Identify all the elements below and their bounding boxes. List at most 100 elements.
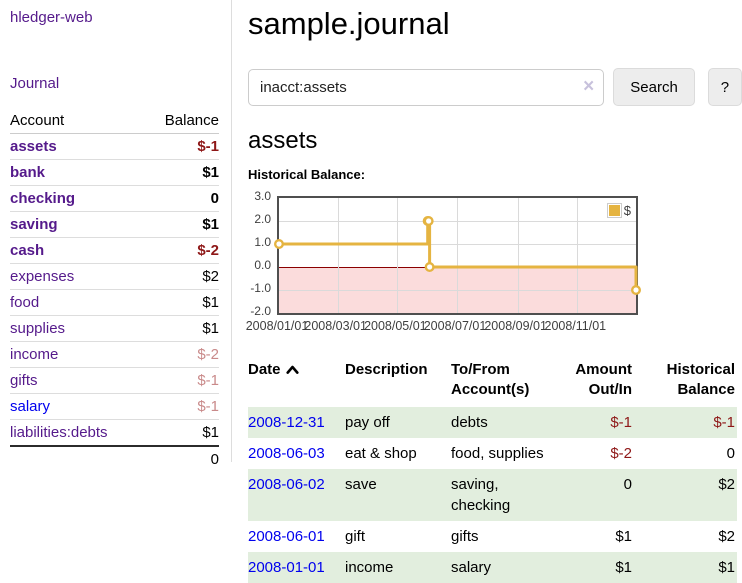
page-title: sample.journal (248, 6, 450, 41)
account-balance: $1 (144, 159, 219, 186)
transaction-accounts: food, supplies (451, 445, 544, 462)
register-row[interactable]: 2008-06-03 eat & shop food, supplies $-2… (248, 438, 737, 469)
transaction-description: save (345, 476, 377, 493)
account-link[interactable]: income (10, 346, 59, 363)
accounts-body: assets $-1 bank $1 checking 0 (10, 133, 219, 472)
data-point-marker[interactable] (274, 239, 284, 250)
x-axis-label: 2008/07/01 (423, 319, 487, 333)
account-balance: $-1 (144, 367, 219, 394)
account-row: checking 0 (10, 185, 219, 212)
column-header-date[interactable]: Date (248, 358, 345, 407)
account-link[interactable]: liabilities:debts (10, 424, 108, 441)
accounts-header-balance: Balance (144, 109, 219, 134)
x-axis-label: 2008/03/01 (304, 319, 367, 333)
account-balance: $-1 (144, 393, 219, 420)
transaction-amount: $1 (615, 528, 632, 545)
main-content: sample.journal × Search ? assets Histori… (246, 0, 742, 583)
chart-plot-area[interactable]: $ (274, 196, 642, 315)
accounts-total: 0 (144, 445, 219, 472)
v-gridline (517, 198, 519, 313)
nav-journal-link[interactable]: Journal (10, 75, 60, 92)
account-link[interactable]: checking (10, 190, 76, 207)
historical-balance-chart: 3.0 2.0 1.0 0.0 -1.0 -2.0 $ 2008/01/01 2008/03… (246, 189, 742, 339)
y-axis-label: -1.0 (250, 281, 271, 295)
legend-label: $ (623, 203, 631, 218)
v-gridline (397, 198, 399, 313)
account-balance: $1 (144, 211, 219, 238)
transaction-balance: $2 (718, 528, 735, 545)
register-table: Date Description To/From Account(s) Amou… (248, 358, 737, 583)
account-balance: $-2 (144, 341, 219, 368)
register-row[interactable]: 2008-06-01 gift gifts $1 $2 (248, 521, 737, 552)
transaction-balance: 0 (726, 445, 735, 462)
transaction-balance: $2 (718, 476, 735, 493)
account-balance: $-1 (144, 133, 219, 160)
transaction-date-link[interactable]: 2008-06-03 (248, 445, 325, 462)
account-link[interactable]: saving (10, 216, 58, 233)
register-row[interactable]: 2008-12-31 pay off debts $-1 $-1 (248, 407, 737, 438)
x-axis-label: 2008/09/01 (484, 319, 547, 333)
register-header-row: Date Description To/From Account(s) Amou… (248, 358, 737, 407)
account-heading: assets (248, 127, 318, 154)
account-link[interactable]: expenses (10, 268, 75, 285)
transaction-amount: $1 (615, 559, 632, 576)
account-row: liabilities:debts $1 (10, 419, 219, 447)
transaction-date-link[interactable]: 2008-06-01 (248, 528, 325, 545)
chart-title: Historical Balance: (248, 167, 366, 182)
register-row[interactable]: 2008-01-01 income salary $1 $1 (248, 552, 737, 583)
transaction-description: gift (345, 528, 366, 545)
sort-ascending-icon (285, 365, 299, 374)
transaction-accounts: saving, checking (451, 476, 511, 514)
account-row: income $-2 (10, 341, 219, 368)
account-link[interactable]: cash (10, 242, 45, 259)
account-balance: $2 (144, 263, 219, 290)
column-header-accounts: To/From Account(s) (451, 361, 530, 398)
transaction-description: eat & shop (345, 445, 417, 462)
account-row: supplies $1 (10, 315, 219, 342)
account-link[interactable]: supplies (10, 320, 66, 337)
account-link[interactable]: gifts (10, 372, 38, 389)
app-title-link[interactable]: hledger-web (10, 9, 93, 26)
transaction-date-link[interactable]: 2008-01-01 (248, 559, 325, 576)
account-balance: $1 (144, 289, 219, 316)
data-point-marker[interactable] (631, 284, 642, 295)
search-button[interactable]: Search (613, 68, 695, 106)
accounts-header-row: Account Balance (10, 109, 219, 134)
v-gridline (337, 198, 339, 313)
transaction-balance: $-1 (713, 414, 735, 431)
column-header-amount: Amount Out/In (575, 361, 632, 398)
account-link[interactable]: salary (10, 398, 51, 415)
y-axis-label: -2.0 (250, 304, 271, 318)
account-balance: 0 (144, 185, 219, 212)
transaction-accounts: salary (451, 559, 492, 576)
x-axis-label: 2008/01/01 (245, 319, 309, 333)
account-row: cash $-2 (10, 237, 219, 264)
transaction-date-link[interactable]: 2008-12-31 (248, 414, 325, 431)
chart-legend: $ (606, 203, 631, 218)
account-link[interactable]: assets (10, 138, 57, 155)
account-row: saving $1 (10, 211, 219, 238)
y-axis-label: 2.0 (254, 212, 271, 226)
data-point-marker[interactable] (424, 261, 435, 272)
account-link[interactable]: food (10, 294, 40, 311)
date-header-label: Date (248, 361, 281, 378)
column-header-description: Description (345, 361, 428, 378)
accounts-table: Account Balance assets $-1 bank $1 (10, 109, 219, 472)
clear-search-icon[interactable]: × (583, 75, 595, 97)
data-point-marker[interactable] (423, 216, 434, 227)
sidebar: hledger-web Journal Account Balance asse… (0, 0, 232, 472)
account-row: food $1 (10, 289, 219, 316)
search-input[interactable] (248, 68, 605, 106)
search-form: × Search ? (248, 68, 742, 106)
account-link[interactable]: bank (10, 164, 46, 181)
help-button[interactable]: ? (707, 68, 742, 106)
register-row[interactable]: 2008-06-02 save saving, checking 0 $2 (248, 469, 737, 521)
account-row: salary $-1 (10, 393, 219, 420)
balance-line (279, 219, 638, 290)
transaction-description: income (345, 559, 394, 576)
transaction-date-link[interactable]: 2008-06-02 (248, 476, 325, 493)
x-axis: 2008/01/01 2008/03/01 2008/05/01 2008/07/01… (246, 319, 634, 335)
v-gridline (577, 198, 579, 313)
account-row: expenses $2 (10, 263, 219, 290)
x-axis-label: 2008/05/01 (364, 319, 427, 333)
